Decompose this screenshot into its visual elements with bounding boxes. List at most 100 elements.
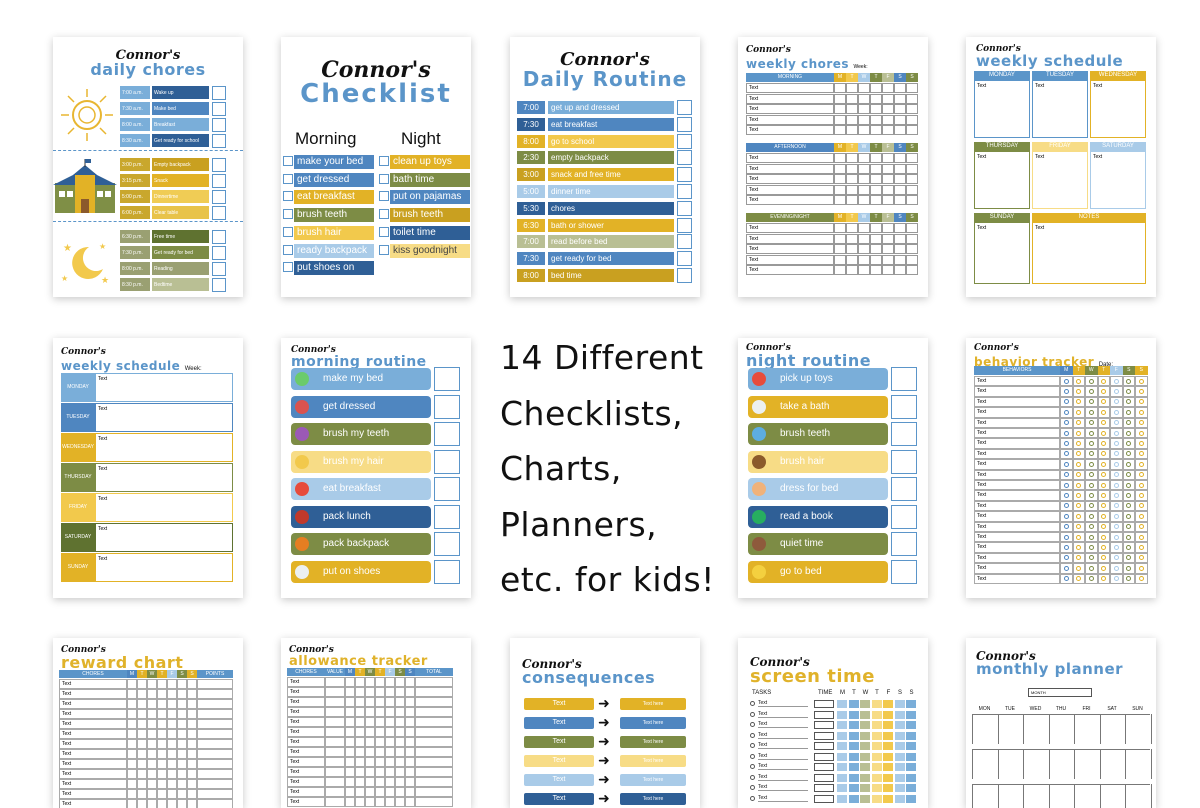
reward-cell[interactable] [127, 779, 137, 789]
behavior-check[interactable] [1110, 469, 1123, 480]
behavior-check[interactable] [1122, 552, 1135, 564]
reward-cell[interactable] [167, 799, 177, 808]
chore-checkbox[interactable] [212, 206, 226, 220]
morning-checkbox[interactable] [283, 244, 293, 255]
day-box[interactable]: Text [95, 493, 233, 522]
allowance-cell[interactable] [345, 737, 355, 747]
allowance-cell[interactable] [395, 687, 405, 697]
reward-cell[interactable] [147, 729, 157, 739]
check-cell[interactable] [870, 184, 882, 195]
routine-checkbox[interactable] [677, 251, 692, 267]
behavior-check[interactable] [1085, 376, 1098, 387]
reward-cell[interactable] [187, 789, 197, 799]
day-cell[interactable] [883, 700, 893, 708]
check-cell[interactable] [894, 93, 906, 104]
behavior-check[interactable] [1122, 500, 1135, 512]
reward-cell[interactable] [157, 729, 167, 739]
check-cell[interactable] [870, 174, 882, 184]
behavior-check[interactable] [1072, 532, 1085, 543]
behavior-check[interactable] [1122, 563, 1135, 574]
chore-checkbox[interactable] [212, 118, 226, 132]
day-cell[interactable] [860, 710, 870, 719]
time-box[interactable] [814, 763, 834, 771]
reward-cell[interactable] [157, 749, 167, 759]
behavior-check[interactable] [1135, 438, 1148, 449]
behavior-check[interactable] [1135, 542, 1148, 553]
allowance-cell[interactable] [385, 747, 395, 757]
behavior-check[interactable] [1110, 386, 1123, 397]
task-radio[interactable] [750, 743, 755, 748]
behavior-check[interactable] [1060, 448, 1073, 460]
allowance-cell[interactable] [375, 767, 385, 777]
day-cell[interactable] [837, 794, 847, 803]
allowance-cell[interactable] [405, 707, 415, 717]
reward-cell[interactable] [187, 779, 197, 789]
behavior-check[interactable] [1060, 407, 1073, 418]
night-checkbox[interactable] [379, 209, 389, 220]
allowance-cell[interactable] [415, 787, 453, 797]
check-cell[interactable] [858, 83, 870, 93]
day-cell[interactable] [871, 700, 882, 708]
check-cell[interactable] [858, 254, 870, 265]
day-cell[interactable] [894, 773, 905, 782]
check-cell[interactable] [894, 153, 906, 163]
day-cell[interactable] [906, 773, 916, 782]
behavior-check[interactable] [1110, 542, 1123, 553]
check-cell[interactable] [846, 174, 858, 184]
check-cell[interactable] [834, 163, 846, 174]
reward-cell[interactable] [167, 689, 177, 699]
routine-checkbox[interactable] [434, 559, 460, 584]
check-cell[interactable] [882, 163, 894, 174]
routine-checkbox[interactable] [677, 116, 692, 132]
reward-cell[interactable] [187, 759, 197, 769]
behavior-check[interactable] [1060, 480, 1073, 491]
check-cell[interactable] [906, 174, 918, 184]
day-cell[interactable] [848, 794, 859, 803]
behavior-check[interactable] [1122, 396, 1135, 408]
check-cell[interactable] [870, 93, 882, 104]
behavior-check[interactable] [1085, 417, 1098, 428]
chore-checkbox[interactable] [212, 246, 226, 260]
behavior-check[interactable] [1085, 396, 1098, 408]
allowance-cell[interactable] [385, 737, 395, 747]
behavior-check[interactable] [1060, 490, 1073, 501]
check-cell[interactable] [870, 233, 882, 244]
behavior-check[interactable] [1097, 438, 1110, 449]
allowance-cell[interactable] [365, 677, 375, 687]
check-cell[interactable] [834, 223, 846, 233]
check-cell[interactable] [846, 104, 858, 114]
check-cell[interactable] [894, 114, 906, 125]
behavior-check[interactable] [1135, 563, 1148, 574]
behavior-check[interactable] [1097, 448, 1110, 460]
behavior-check[interactable] [1097, 469, 1110, 480]
behavior-check[interactable] [1110, 428, 1123, 439]
behavior-check[interactable] [1122, 448, 1135, 460]
day-cell[interactable] [883, 710, 893, 719]
check-cell[interactable] [894, 125, 906, 135]
behavior-check[interactable] [1110, 417, 1123, 428]
behavior-check[interactable] [1135, 407, 1148, 418]
allowance-cell[interactable] [415, 747, 453, 757]
reward-cell[interactable] [197, 689, 233, 699]
behavior-check[interactable] [1110, 376, 1123, 387]
behavior-check[interactable] [1110, 511, 1123, 522]
allowance-cell[interactable] [355, 697, 365, 707]
check-cell[interactable] [834, 125, 846, 135]
behavior-check[interactable] [1085, 386, 1098, 397]
routine-checkbox[interactable] [891, 367, 917, 391]
day-cell[interactable] [871, 721, 882, 729]
routine-checkbox[interactable] [891, 394, 917, 419]
behavior-check[interactable] [1085, 469, 1098, 480]
morning-checkbox[interactable] [283, 191, 293, 202]
allowance-cell[interactable] [345, 777, 355, 787]
behavior-check[interactable] [1085, 552, 1098, 564]
reward-cell[interactable] [167, 699, 177, 709]
reward-cell[interactable] [167, 719, 177, 729]
reward-cell[interactable] [177, 689, 187, 699]
allowance-cell[interactable] [355, 717, 365, 727]
behavior-check[interactable] [1060, 542, 1073, 553]
behavior-check[interactable] [1097, 480, 1110, 491]
allowance-cell[interactable] [365, 727, 375, 737]
behavior-check[interactable] [1072, 407, 1085, 418]
day-box[interactable]: Text [1032, 151, 1088, 209]
